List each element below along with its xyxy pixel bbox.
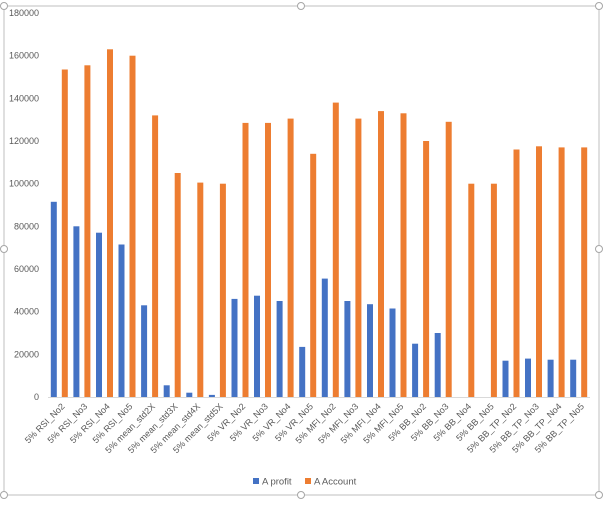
bar-a-account bbox=[129, 55, 136, 397]
bar-a-account bbox=[107, 49, 113, 398]
bar-a-account bbox=[378, 111, 384, 397]
y-tick-label: 80000 bbox=[14, 221, 39, 231]
bar-a-account bbox=[242, 122, 249, 398]
bar-a-account bbox=[152, 115, 159, 398]
legend: A profit A Account bbox=[253, 477, 357, 488]
legend-label: A profit bbox=[262, 477, 292, 488]
bar-a-account bbox=[265, 122, 271, 398]
bar-a-profit bbox=[434, 333, 441, 397]
resize-handle bbox=[0, 491, 8, 499]
bar-a-profit bbox=[96, 232, 102, 397]
bar-a-profit bbox=[186, 392, 193, 397]
bar-a-profit bbox=[502, 360, 509, 397]
bar-a-account bbox=[355, 118, 362, 397]
bar-a-profit bbox=[208, 394, 215, 397]
bar-a-account bbox=[197, 182, 204, 397]
y-tick-label: 160000 bbox=[9, 51, 39, 61]
bar-a-account bbox=[287, 118, 294, 397]
bar-a-profit bbox=[525, 358, 531, 397]
bar-a-account bbox=[468, 183, 475, 397]
bar-a-profit bbox=[412, 343, 419, 397]
legend-label: A Account bbox=[314, 477, 357, 488]
bar-a-profit bbox=[570, 359, 577, 397]
bar-a-account bbox=[558, 147, 565, 397]
bar-a-profit bbox=[50, 201, 57, 397]
bar-a-profit bbox=[141, 305, 148, 397]
bar-a-profit bbox=[231, 298, 238, 397]
bar-a-account bbox=[513, 149, 520, 397]
bar-a-account bbox=[219, 183, 226, 397]
bar-a-account bbox=[61, 69, 68, 397]
y-tick-label: 140000 bbox=[9, 93, 39, 103]
bar-a-profit bbox=[389, 308, 396, 397]
y-tick-label: 60000 bbox=[14, 264, 39, 274]
resize-handle bbox=[0, 245, 8, 253]
bar-a-profit bbox=[321, 278, 328, 397]
bar-a-account bbox=[84, 65, 91, 398]
y-tick-label: 120000 bbox=[9, 136, 39, 146]
bars bbox=[50, 49, 588, 398]
bar-a-account bbox=[400, 113, 407, 398]
bar-a-account bbox=[423, 141, 430, 397]
y-tick-label: 100000 bbox=[9, 179, 39, 189]
legend-swatch bbox=[253, 478, 259, 484]
bar-a-account bbox=[581, 147, 588, 397]
bar-a-profit bbox=[73, 226, 80, 397]
bar-a-account bbox=[445, 121, 452, 398]
resize-handle bbox=[297, 2, 305, 10]
y-tick-label: 0 bbox=[34, 392, 39, 402]
bar-a-profit bbox=[547, 359, 554, 397]
bar-a-account bbox=[332, 102, 339, 397]
resize-handle bbox=[595, 2, 603, 10]
y-tick-label: 20000 bbox=[14, 349, 39, 359]
y-tick-label: 40000 bbox=[14, 307, 39, 317]
resize-handle bbox=[297, 491, 305, 499]
legend-swatch bbox=[305, 478, 311, 484]
bar-a-profit bbox=[118, 244, 125, 397]
bar-a-account bbox=[536, 146, 542, 397]
resize-handle bbox=[595, 245, 603, 253]
bar-a-account bbox=[174, 173, 181, 397]
bar-a-profit bbox=[367, 304, 373, 397]
bar-a-profit bbox=[276, 301, 283, 397]
y-tick-label: 180000 bbox=[9, 8, 39, 18]
bar-a-account bbox=[490, 183, 497, 397]
bar-a-profit bbox=[299, 346, 306, 397]
bar-a-account bbox=[310, 153, 317, 397]
bar-a-profit bbox=[163, 385, 170, 397]
bar-a-profit bbox=[344, 301, 351, 397]
resize-handle bbox=[0, 2, 8, 10]
bar-a-profit bbox=[254, 295, 260, 397]
resize-handle bbox=[595, 491, 603, 499]
